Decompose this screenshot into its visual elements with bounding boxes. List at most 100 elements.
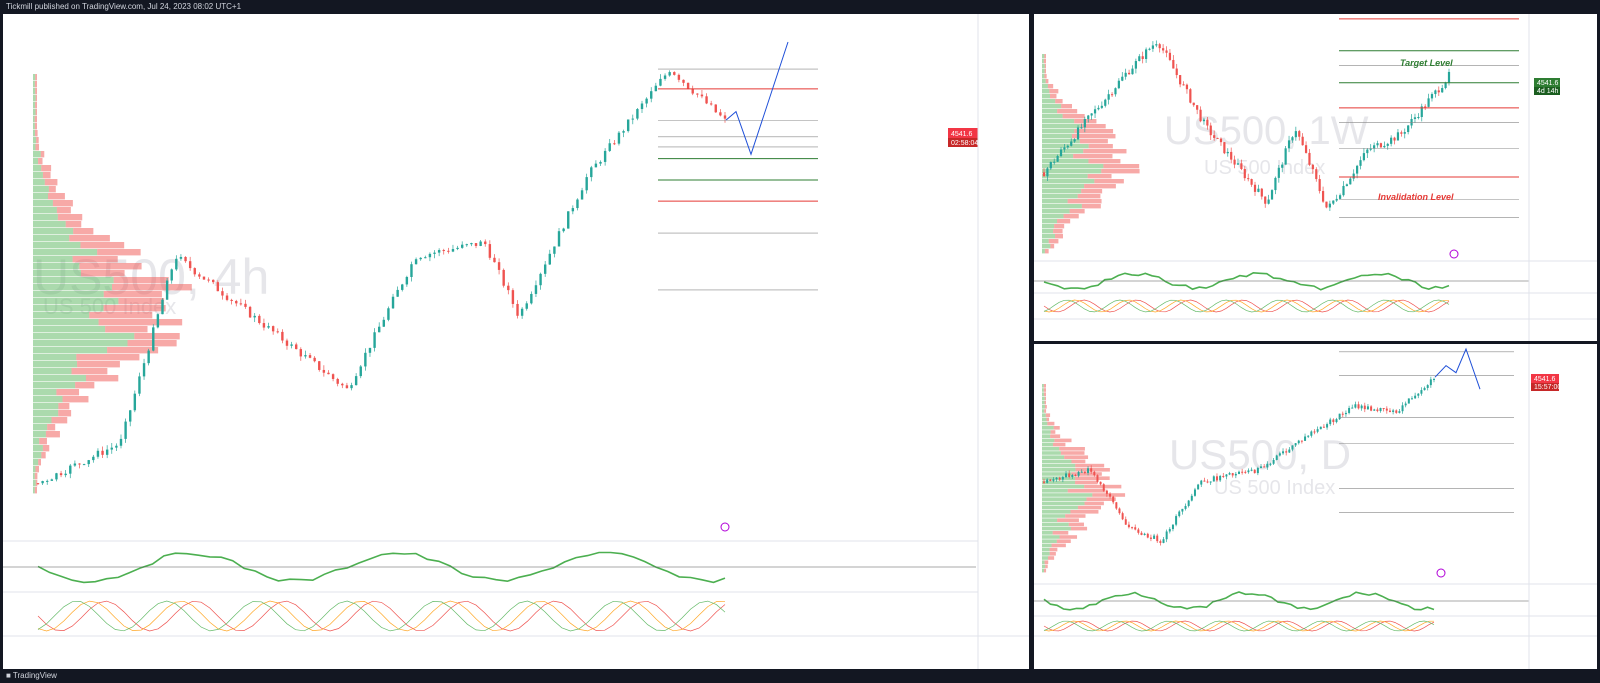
candle-body [1127,72,1131,75]
candle-body [41,481,44,484]
volume-profile-bar-up [33,228,74,235]
volume-profile-bar-up [33,123,35,130]
volume-profile-bar-down [1069,209,1085,214]
volume-profile-bar-down [1043,384,1046,388]
countdown-tag-4h [948,138,978,147]
lightning-icon[interactable] [1436,568,1446,578]
candle-body [156,314,160,328]
chart-panel-4h[interactable]: US500, 4h US 500 Index 4541.6 02:58:04 [3,14,1029,669]
candle-body [659,78,662,86]
candle-body [1074,474,1077,476]
candle-body [1424,106,1427,108]
candle-body [1134,527,1137,530]
candle-body [419,257,422,260]
candle-body [1316,429,1319,432]
volume-profile-bar-up [33,291,104,298]
watermark-1d: US500, D [1169,431,1351,478]
candle-body [567,211,570,229]
candle-body [557,231,561,247]
volume-profile-bar-up [1042,447,1060,451]
candle-body [594,163,598,168]
candle-body [1410,118,1413,126]
volume-profile-bar-down [103,305,166,312]
candle-body [64,473,67,476]
volume-profile-bar-up [1042,114,1063,119]
volume-profile-bar-down [1067,489,1106,493]
candle-body [1383,145,1386,148]
lightning-icon[interactable] [1449,249,1459,259]
rsi-line [1043,591,1435,611]
candle-body [179,256,183,259]
candle-body [571,208,575,212]
volume-profile-bar-down [1061,104,1072,109]
candle-body [1107,94,1110,100]
candle-body [82,464,86,466]
volume-profile-bar-up [33,116,35,123]
volume-profile-bar-up [1042,209,1070,214]
volume-profile-bar-down [1075,476,1110,480]
candle-body [1148,48,1151,50]
candle-body [576,199,579,209]
candle-body [1193,489,1196,496]
chart-panel-1d[interactable]: US500, D US 500 Index 4541.6 15:57:00 [1034,344,1597,669]
lightning-icon[interactable] [720,522,730,532]
candle-body [617,132,621,144]
candle-body [580,190,584,200]
candle-body [147,350,150,364]
candle-body [1447,71,1451,83]
candle-body [530,293,533,304]
volume-profile-bar-up [1042,214,1064,219]
volume-profile-bar-down [1054,224,1065,229]
candle-body [1145,49,1148,60]
candle-body [1257,188,1260,192]
candle-body [497,262,501,270]
candle-body [115,445,118,448]
candle-body [1357,404,1360,409]
candle-body [1256,467,1259,474]
candle-body [1189,89,1192,103]
candle-body [373,332,376,348]
candle-body [585,177,588,191]
volume-profile-bar-up [1042,476,1076,480]
volume-profile-bar-down [1049,552,1056,556]
candle-body [78,463,81,465]
candle-body [493,257,496,263]
candle-body [1083,471,1086,473]
volume-profile-bar-down [58,410,72,417]
chart-svg-1d[interactable]: US500, D US 500 Index 4541.6 15:57:00 [1034,344,1597,669]
volume-profile-bar-down [1050,430,1056,434]
volume-profile-bar-down [1043,568,1047,573]
candle-body [414,259,418,265]
volume-profile-bar-down [1092,493,1126,497]
candle-body [553,246,556,254]
chart-svg-1w[interactable]: US500, 1W US 500 Index Target Level Inva… [1034,14,1597,341]
volume-profile-bar-up [1042,568,1044,573]
candle-body [1153,535,1156,539]
candle-body [253,315,256,318]
candle-body [1253,184,1257,192]
candle-body [1105,490,1108,494]
volume-profile-bar-down [1067,199,1102,204]
volume-profile-bar-up [1042,189,1082,194]
volume-profile-bar-down [1047,421,1055,426]
volume-profile-bar-up [1042,244,1051,249]
candle-body [1058,477,1061,480]
candle-body [359,366,362,377]
volume-profile-bar-up [1042,74,1045,79]
volume-profile-bar-down [35,88,37,95]
volume-profile-bar-down [34,473,38,480]
candle-body [1400,132,1403,134]
candle-body [1441,88,1444,93]
volume-profile-bar-down [47,193,65,200]
candle-body [1104,99,1107,106]
volume-profile-bar-up [1042,463,1076,468]
chart-panel-1w[interactable]: US500, 1W US 500 Index Target Level Inva… [1034,14,1597,341]
volume-profile-bar-down [1075,468,1110,472]
chart-svg-4h[interactable]: US500, 4h US 500 Index 4541.6 02:58:04 [3,14,1029,669]
candle-body [308,355,312,358]
candle-body [1319,426,1322,430]
candle-body [1080,471,1083,473]
candle-body [1310,431,1313,436]
volume-profile-bar-up [1042,396,1045,401]
volume-profile-bar-up [1042,543,1052,548]
